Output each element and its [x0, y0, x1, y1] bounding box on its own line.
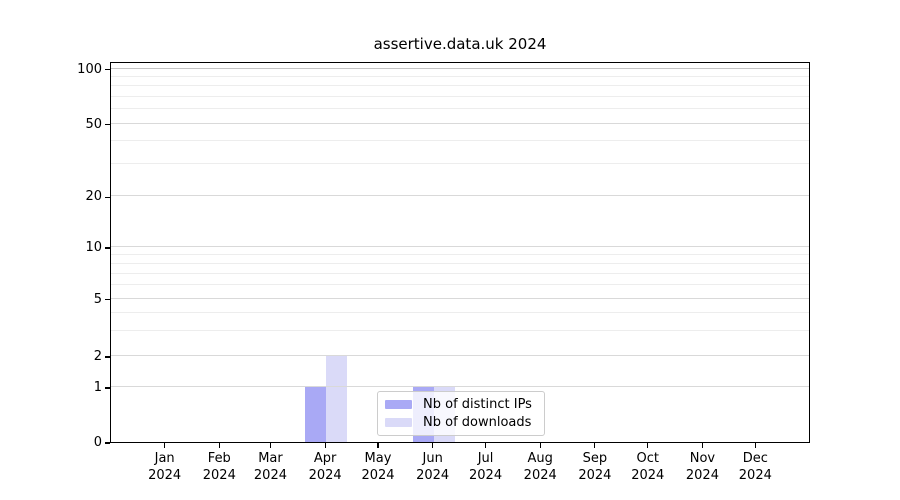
x-tick-label: Oct 2024 — [631, 451, 665, 483]
y-tick-label: 100 — [77, 61, 102, 77]
x-tick-label: Apr 2024 — [308, 451, 342, 483]
y-tick-label: 1 — [93, 379, 102, 395]
gridline-minor — [111, 272, 809, 274]
x-tick-label: Aug 2024 — [523, 451, 557, 483]
x-tick-mark — [432, 443, 434, 448]
legend-entry: Nb of distinct IPs — [385, 397, 537, 412]
x-tick-mark — [164, 443, 166, 448]
y-tick-label: 20 — [85, 189, 102, 205]
x-tick-label: Dec 2024 — [738, 451, 772, 483]
y-tick-label: 2 — [93, 349, 102, 364]
x-tick-mark — [269, 443, 272, 448]
gridline-minor — [111, 311, 809, 313]
gridline-minor — [111, 85, 809, 87]
gridline-minor — [111, 140, 809, 142]
gridline-major — [111, 385, 809, 387]
gridline-minor — [111, 283, 809, 285]
x-tick-label: Nov 2024 — [685, 451, 719, 483]
bar-downloads — [326, 356, 348, 442]
plot-area — [110, 62, 810, 443]
x-tick-mark — [701, 443, 704, 448]
x-tick-mark — [324, 443, 326, 448]
x-tick-mark — [539, 443, 541, 448]
gridline-minor — [111, 253, 809, 255]
x-tick-label: Jun 2024 — [416, 451, 450, 483]
x-tick-mark — [594, 443, 596, 448]
legend-label: Nb of distinct IPs — [423, 397, 532, 412]
y-tick-mark — [105, 442, 110, 444]
legend-entry: Nb of downloads — [385, 415, 537, 430]
gridline-major — [111, 195, 809, 197]
gridline-minor — [111, 329, 809, 331]
gridline-major — [111, 122, 809, 124]
gridline-minor — [111, 108, 809, 110]
x-tick-label: Mar 2024 — [253, 451, 287, 483]
gridline-minor — [111, 75, 809, 77]
legend-label: Nb of downloads — [423, 415, 532, 430]
x-tick-mark — [647, 443, 649, 448]
y-tick-label: 5 — [93, 291, 102, 307]
gridline-major — [111, 355, 809, 357]
y-tick-mark — [105, 247, 110, 249]
x-tick-mark — [754, 443, 756, 448]
gridline-minor — [111, 262, 809, 264]
gridline-major — [111, 297, 809, 299]
y-tick-label: 50 — [85, 116, 102, 132]
x-tick-mark — [484, 443, 487, 448]
gridline-minor — [111, 95, 809, 97]
chart-title: assertive.data.uk 2024 — [373, 35, 547, 53]
x-tick-mark — [377, 443, 379, 448]
y-tick-mark — [105, 123, 110, 126]
legend-swatch-distinct-ips — [385, 399, 412, 410]
y-tick-mark — [105, 68, 110, 71]
x-tick-label: Feb 2024 — [202, 451, 236, 483]
y-tick-mark — [105, 356, 110, 358]
x-tick-mark — [218, 443, 220, 448]
x-tick-label: Sep 2024 — [578, 451, 612, 483]
y-tick-label: 10 — [85, 240, 102, 255]
y-tick-label: 0 — [93, 435, 102, 450]
y-tick-mark — [105, 196, 110, 198]
legend-swatch-downloads — [385, 417, 412, 428]
x-tick-label: Jan 2024 — [148, 451, 182, 483]
gridline-major — [111, 246, 809, 248]
y-tick-mark — [105, 387, 110, 389]
bar-distinct-ips — [304, 386, 327, 442]
x-tick-label: May 2024 — [361, 451, 395, 483]
x-tick-label: Jul 2024 — [469, 451, 503, 483]
y-tick-mark — [105, 298, 110, 301]
gridline-minor — [111, 163, 809, 165]
gridline-major — [111, 67, 809, 69]
legend: Nb of distinct IPs Nb of downloads — [377, 391, 545, 436]
